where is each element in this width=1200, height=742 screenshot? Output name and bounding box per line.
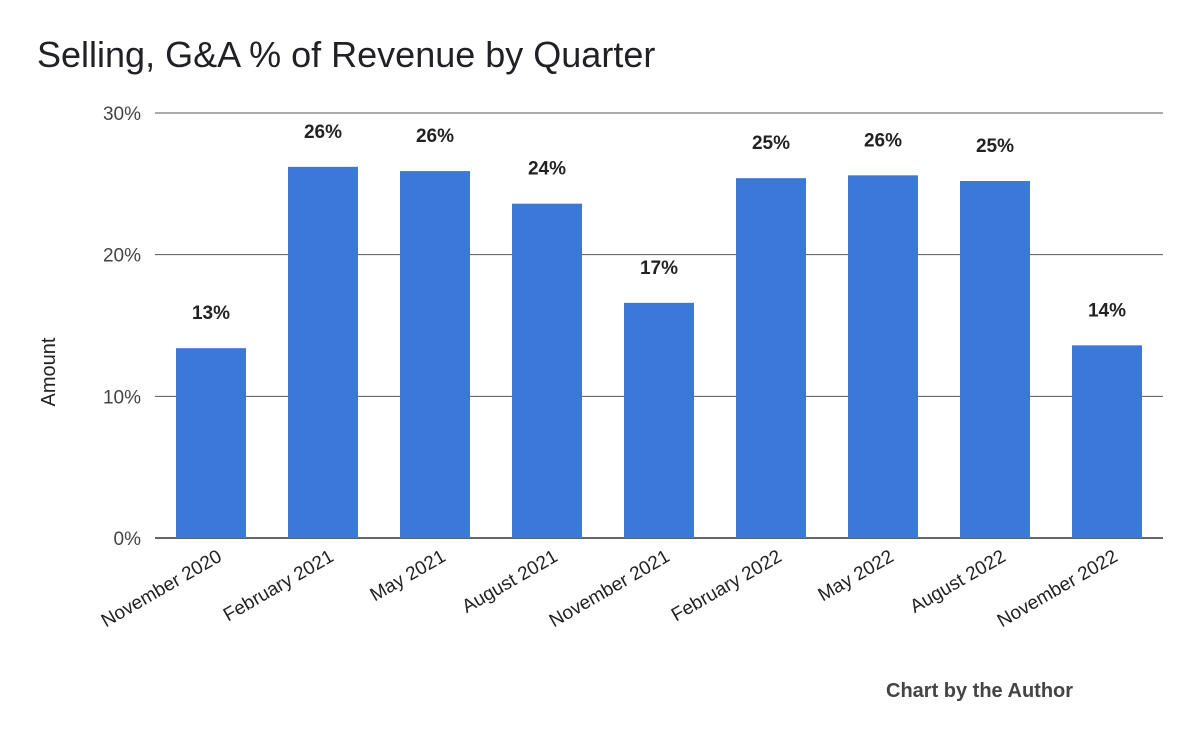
x-category-label: November 2022 (994, 546, 1122, 632)
y-tick-label: 10% (103, 387, 141, 408)
y-tick-label: 20% (103, 246, 141, 267)
bar (176, 348, 246, 538)
x-category-label: August 2022 (907, 546, 1010, 618)
y-axis-ticks: 0% 10% 20% 30% (103, 104, 141, 550)
x-category-label: August 2021 (459, 546, 562, 618)
data-label: 26% (416, 126, 454, 147)
bar (848, 175, 918, 539)
data-label: 13% (192, 303, 230, 324)
data-label: 14% (1088, 300, 1126, 321)
x-category-label: November 2020 (98, 546, 226, 632)
bar (288, 166, 358, 539)
y-tick-label: 30% (103, 104, 141, 125)
x-category-label: February 2021 (220, 546, 338, 626)
bar (512, 203, 582, 538)
y-axis-title: Amount (38, 337, 60, 406)
bar (960, 181, 1030, 538)
chart-credit: Chart by the Author (886, 680, 1074, 702)
x-category-label: February 2022 (668, 546, 786, 626)
data-label: 26% (864, 130, 902, 151)
bars (176, 166, 1142, 539)
bar (400, 171, 470, 539)
chart-title: Selling, G&A % of Revenue by Quarter (37, 34, 656, 75)
data-label: 25% (976, 136, 1014, 157)
x-category-label: May 2021 (367, 546, 450, 606)
y-tick-label: 0% (114, 529, 142, 550)
data-label: 17% (640, 258, 678, 279)
data-label: 26% (304, 122, 342, 143)
data-label: 24% (528, 159, 566, 180)
data-labels: 13% 26% 26% 24% 17% 25% 26% 25% 14% (192, 122, 1126, 324)
bar (624, 302, 694, 538)
x-category-label: November 2021 (546, 546, 674, 632)
x-category-label: May 2022 (815, 546, 898, 606)
bar (736, 178, 806, 538)
data-label: 25% (752, 133, 790, 154)
bar (1072, 345, 1142, 538)
